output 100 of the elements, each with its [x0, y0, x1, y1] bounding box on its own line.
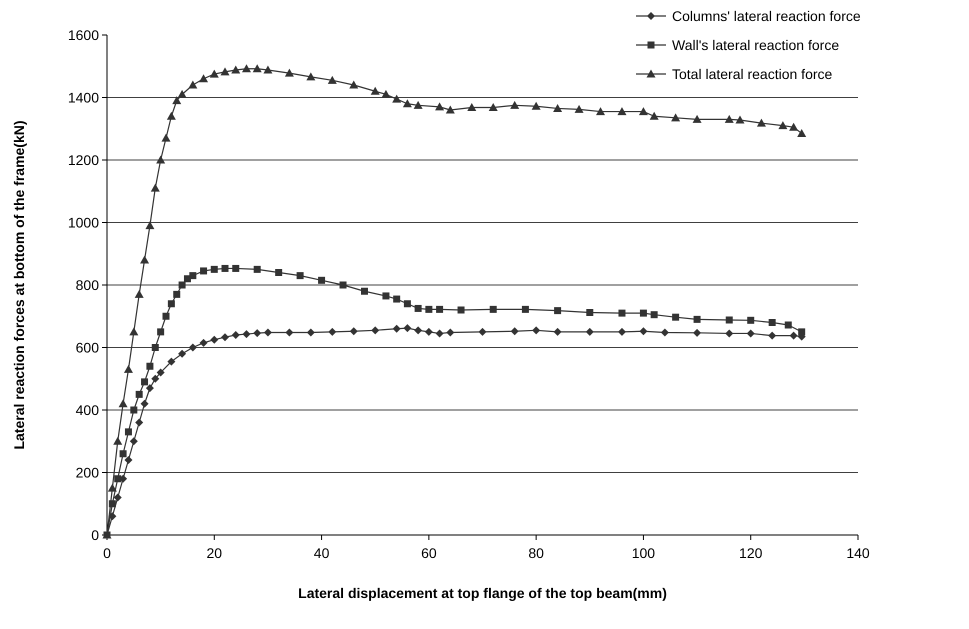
- y-tick-label: 1000: [68, 214, 100, 230]
- point: [692, 114, 702, 123]
- point: [146, 384, 154, 392]
- point: [318, 276, 326, 284]
- legend-label: Wall's lateral reaction force: [672, 36, 840, 53]
- point: [789, 122, 798, 131]
- point: [263, 66, 272, 74]
- y-tick-label: 200: [76, 464, 100, 480]
- point: [393, 296, 400, 303]
- point: [178, 90, 187, 98]
- point: [532, 102, 541, 110]
- point: [200, 267, 208, 274]
- point: [414, 304, 422, 312]
- point: [210, 70, 219, 78]
- point: [114, 494, 122, 502]
- point: [435, 102, 444, 110]
- x-tick-label: 140: [846, 545, 870, 561]
- point: [467, 103, 476, 111]
- point: [284, 68, 294, 77]
- point: [328, 76, 337, 84]
- point: [188, 344, 197, 352]
- point: [650, 112, 659, 120]
- point: [151, 374, 160, 383]
- point: [124, 428, 132, 436]
- point: [129, 327, 138, 336]
- point: [553, 104, 562, 112]
- point: [120, 450, 127, 458]
- point: [446, 328, 454, 336]
- point: [392, 324, 401, 333]
- x-tick-label: 20: [206, 545, 222, 561]
- point: [360, 288, 368, 295]
- point: [140, 256, 150, 264]
- point: [157, 328, 164, 336]
- point: [392, 94, 402, 103]
- point: [381, 90, 390, 98]
- point: [424, 328, 433, 336]
- x-tick-label: 100: [632, 545, 656, 561]
- point: [134, 290, 144, 298]
- point: [798, 328, 806, 336]
- y-tick-label: 1200: [68, 152, 100, 168]
- y-tick-label: 800: [76, 276, 100, 293]
- point: [232, 264, 240, 272]
- point: [124, 364, 133, 373]
- point: [296, 272, 304, 280]
- point: [113, 436, 122, 445]
- x-tick-label: 60: [421, 545, 437, 561]
- point: [328, 328, 336, 336]
- point: [231, 66, 240, 74]
- point: [768, 332, 776, 340]
- point: [178, 282, 186, 288]
- point: [618, 328, 626, 336]
- x-tick-label: 80: [528, 545, 544, 561]
- point: [756, 118, 766, 127]
- point: [285, 328, 294, 336]
- point: [617, 107, 626, 116]
- point: [596, 107, 606, 116]
- point: [446, 106, 455, 114]
- point: [797, 128, 806, 137]
- point: [693, 328, 702, 337]
- point: [403, 324, 412, 332]
- point: [724, 114, 734, 123]
- point: [458, 306, 465, 314]
- point: [156, 156, 166, 164]
- point: [554, 328, 562, 336]
- point: [746, 329, 755, 338]
- point: [253, 329, 262, 338]
- point: [510, 327, 519, 336]
- point: [189, 272, 196, 280]
- y-tick-label: 0: [91, 526, 100, 543]
- point: [156, 368, 165, 376]
- point: [220, 67, 230, 76]
- y-tick-label: 1600: [68, 26, 100, 43]
- x-tick-label: 40: [314, 545, 330, 561]
- point: [130, 437, 138, 446]
- point: [188, 80, 198, 88]
- y-tick-label: 400: [76, 402, 100, 418]
- point: [140, 400, 149, 408]
- point: [199, 74, 208, 82]
- y-tick-label: 1400: [68, 89, 100, 106]
- point: [350, 327, 358, 336]
- point: [200, 338, 208, 347]
- point: [264, 328, 272, 336]
- point: [784, 322, 792, 328]
- point: [275, 269, 282, 276]
- point: [404, 300, 411, 308]
- point: [114, 475, 122, 482]
- y-tick-label: 600: [76, 339, 100, 356]
- point: [726, 316, 733, 324]
- point: [768, 319, 776, 326]
- point: [725, 329, 734, 338]
- point: [152, 344, 159, 351]
- point: [349, 80, 358, 88]
- point: [586, 328, 594, 336]
- point: [221, 333, 230, 342]
- point: [162, 134, 171, 142]
- point: [232, 331, 240, 339]
- point: [638, 107, 648, 116]
- point: [574, 104, 584, 113]
- point: [510, 100, 520, 109]
- point: [490, 306, 497, 313]
